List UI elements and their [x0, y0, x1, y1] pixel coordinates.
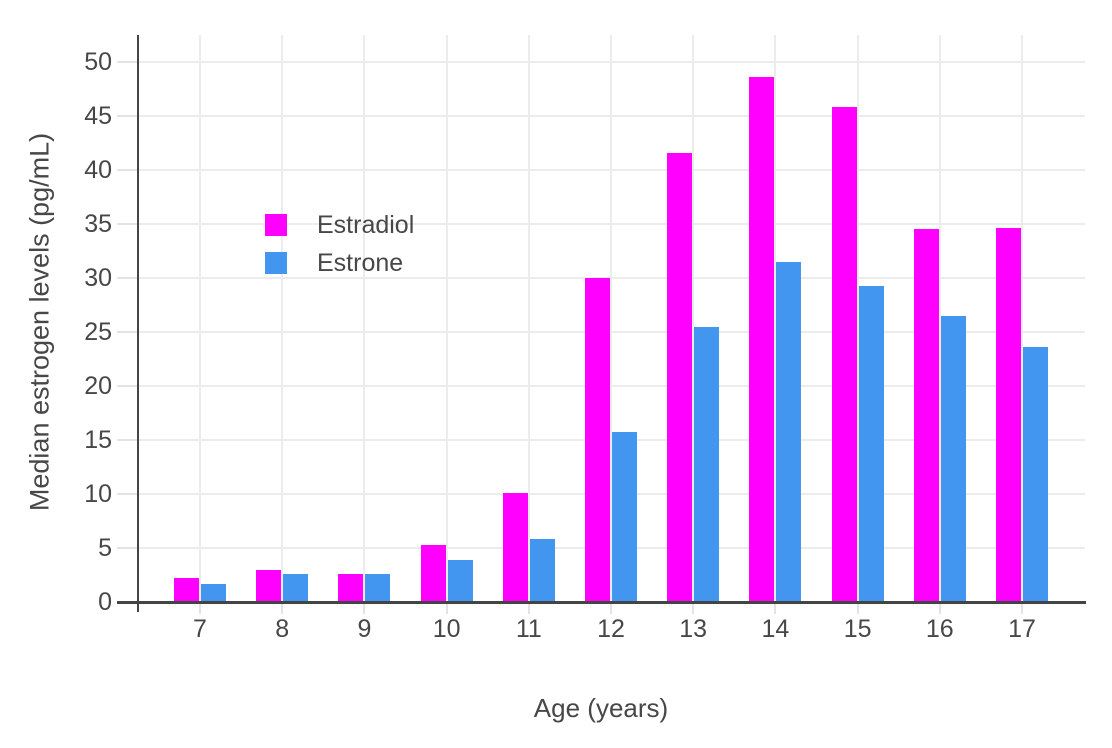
- x-gridline: [445, 35, 448, 602]
- x-tick-mark: [610, 604, 612, 614]
- x-gridline: [938, 35, 941, 602]
- y-tick-label: 20: [84, 372, 112, 400]
- x-tick-mark: [445, 604, 448, 614]
- bar-estradiol-age-8: [256, 569, 282, 602]
- x-gridline: [692, 35, 695, 602]
- x-tick-label: 13: [679, 615, 708, 643]
- x-tick-mark: [527, 604, 530, 614]
- y-tick-label: 25: [84, 318, 112, 346]
- bar-estradiol-age-14: [749, 77, 775, 602]
- x-axis-line: [117, 601, 1086, 604]
- x-gridline: [281, 35, 284, 602]
- x-tick-label: 14: [761, 615, 790, 643]
- y-tick-label: 15: [84, 426, 112, 454]
- bar-estradiol-age-17: [996, 228, 1021, 602]
- x-tick-label: 12: [597, 615, 625, 643]
- y-tick-label: 10: [84, 480, 112, 508]
- bar-estrone-age-14: [776, 261, 802, 602]
- y-tick-label: 35: [84, 210, 112, 238]
- y-tick-label: 40: [84, 156, 112, 184]
- bar-estrone-age-9: [365, 573, 391, 602]
- bar-estrone-age-12: [612, 432, 637, 602]
- x-tick-label: 11: [515, 615, 542, 643]
- bar-estradiol-age-16: [913, 229, 939, 602]
- bar-estrone-age-13: [694, 326, 720, 602]
- x-gridline: [610, 35, 612, 602]
- x-tick-mark: [1021, 604, 1023, 614]
- bar-estrone-age-8: [283, 573, 309, 602]
- x-axis-title: Age (years): [533, 693, 669, 723]
- x-gridline: [1021, 35, 1023, 602]
- x-tick-label: 8: [275, 615, 290, 643]
- x-tick-mark: [938, 604, 941, 614]
- bar-estradiol-age-7: [174, 578, 199, 602]
- x-gridline: [527, 35, 530, 602]
- x-gridline: [774, 35, 777, 602]
- estradiol-swatch: [265, 214, 287, 236]
- y-axis-title: Median estrogen levels (pg/mL): [24, 132, 55, 512]
- x-tick-mark: [774, 604, 777, 614]
- x-tick-label: 15: [843, 615, 872, 643]
- legend-item-estrone[interactable]: Estrone: [265, 249, 414, 277]
- y-tick-mark: [117, 331, 137, 333]
- bar-estradiol-age-11: [502, 492, 528, 602]
- y-tick-mark: [117, 493, 137, 495]
- y-tick-mark: [117, 115, 137, 117]
- y-tick-label: 45: [84, 102, 112, 130]
- x-tick-mark: [199, 604, 201, 614]
- bar-estrone-age-10: [447, 559, 473, 602]
- x-tick-mark: [281, 604, 284, 614]
- x-tick-label: 7: [193, 615, 207, 643]
- x-tick-mark: [692, 604, 695, 614]
- y-axis-line: [136, 35, 139, 612]
- bar-estrone-age-7: [201, 583, 226, 602]
- x-tick-label: 17: [1008, 615, 1036, 643]
- y-tick-label: 5: [98, 534, 112, 562]
- y-tick-label: 0: [98, 588, 112, 616]
- legend: Estradiol Estrone: [265, 211, 414, 290]
- y-tick-mark: [117, 61, 137, 63]
- x-tick-mark: [856, 604, 859, 614]
- legend-label-estradiol: Estradiol: [317, 210, 415, 239]
- estrone-swatch: [265, 252, 287, 274]
- y-tick-mark: [117, 223, 137, 225]
- y-tick-mark: [117, 547, 137, 549]
- bar-estrone-age-15: [858, 285, 884, 602]
- bar-estrone-age-17: [1023, 347, 1048, 602]
- x-tick-mark: [363, 604, 366, 614]
- x-gridline: [856, 35, 859, 602]
- x-tick-label: 10: [432, 615, 461, 643]
- x-gridline: [363, 35, 366, 602]
- y-tick-label: 30: [84, 264, 112, 292]
- bar-estrone-age-16: [940, 315, 966, 602]
- bar-estradiol-age-13: [667, 152, 693, 602]
- y-tick-mark: [117, 385, 137, 387]
- bar-estradiol-age-15: [831, 107, 857, 602]
- x-tick-label: 16: [925, 615, 954, 643]
- bar-estradiol-age-10: [420, 544, 446, 602]
- x-gridline: [199, 35, 201, 602]
- y-tick-mark: [117, 439, 137, 441]
- y-tick-mark: [117, 169, 137, 171]
- y-tick-label: 50: [84, 48, 112, 76]
- legend-label-estrone: Estrone: [317, 248, 404, 277]
- x-tick-label: 9: [357, 615, 372, 643]
- bar-estradiol-age-12: [585, 278, 610, 602]
- bar-estradiol-age-9: [338, 573, 364, 602]
- legend-item-estradiol[interactable]: Estradiol: [265, 211, 414, 239]
- y-tick-mark: [117, 277, 137, 279]
- bar-estrone-age-11: [529, 539, 555, 602]
